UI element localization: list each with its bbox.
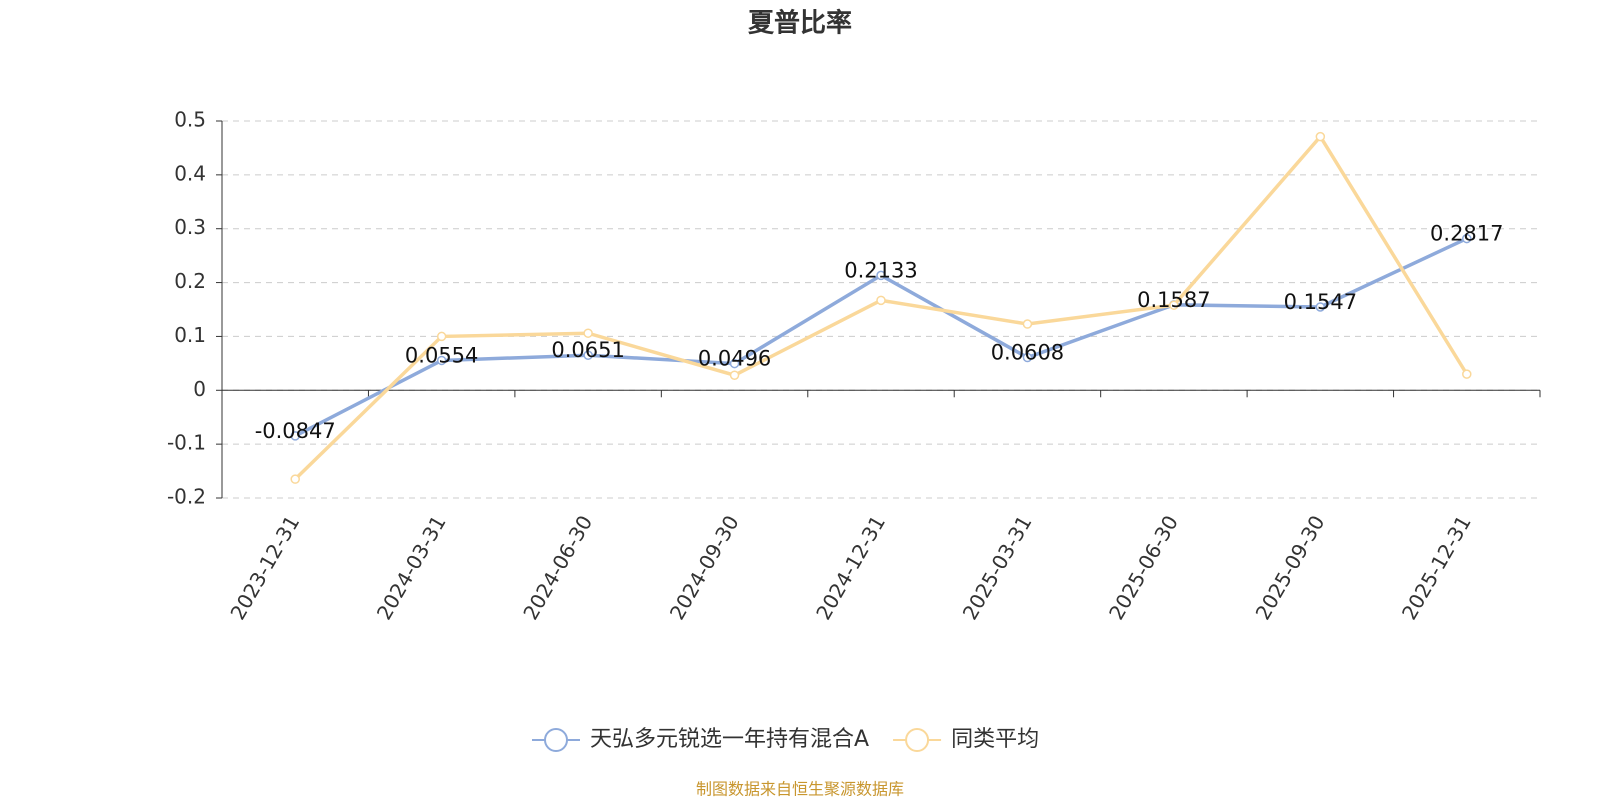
x-tick-label: 2025-12-31	[1397, 511, 1476, 624]
y-tick-label: -0.1	[167, 431, 206, 455]
x-tick-label: 2024-06-30	[518, 511, 597, 624]
legend-marker	[544, 728, 568, 752]
point	[436, 355, 447, 366]
source-note: 制图数据来自恒生聚源数据库	[696, 780, 904, 799]
point	[583, 350, 593, 360]
x-tick-label: 2025-03-31	[958, 511, 1037, 624]
point	[1169, 300, 1179, 310]
chart-title: 夏普比率	[748, 8, 852, 39]
y-tick-label: 0.1	[174, 323, 206, 347]
data-label: 0.1587	[1137, 288, 1210, 312]
data-label: 0.0554	[405, 343, 478, 367]
point	[1315, 131, 1326, 142]
legend-item[interactable]: 天弘多元锐选一年持有混合A	[532, 727, 869, 752]
point	[1022, 319, 1033, 329]
point	[583, 328, 593, 338]
point	[290, 474, 300, 484]
point	[436, 331, 447, 342]
x-tick-label: 2025-06-30	[1104, 511, 1183, 624]
x-tick-label: 2025-09-30	[1251, 511, 1330, 624]
y-tick-label: 0.3	[174, 215, 206, 239]
x-tick-label: 2024-09-30	[665, 511, 744, 624]
legend-label: 同类平均	[951, 727, 1039, 752]
y-tick-label: 0.5	[174, 108, 206, 132]
point	[1462, 369, 1472, 379]
y-tick-label: -0.2	[167, 485, 206, 509]
x-tick-label: 2023-12-31	[225, 511, 304, 624]
legend-label: 天弘多元锐选一年持有混合A	[590, 727, 869, 752]
y-tick-label: 0.4	[174, 161, 206, 185]
point	[876, 270, 886, 281]
data-label: 0.2133	[844, 258, 917, 282]
legend: 天弘多元锐选一年持有混合A 同类平均	[532, 727, 1039, 752]
data-label: 0.1547	[1284, 290, 1357, 314]
y-tick-label: 0.2	[174, 269, 206, 293]
point	[1315, 302, 1326, 312]
y-tick-label: 0	[193, 377, 206, 401]
legend-item[interactable]: 同类平均	[893, 727, 1039, 752]
point	[729, 370, 740, 380]
data-label: 0.2817	[1430, 222, 1503, 246]
x-tick-label: 2024-03-31	[372, 511, 451, 624]
data-label: -0.0847	[255, 419, 336, 443]
legend-marker	[905, 728, 930, 752]
x-tick-label: 2024-12-31	[811, 511, 890, 624]
point	[1462, 233, 1472, 244]
point	[876, 295, 886, 306]
data-label: 0.0651	[551, 338, 624, 362]
point	[729, 358, 740, 369]
point	[1022, 352, 1033, 363]
point	[290, 431, 300, 441]
data-label: 0.0608	[991, 341, 1064, 365]
data-label: 0.0496	[698, 347, 771, 371]
